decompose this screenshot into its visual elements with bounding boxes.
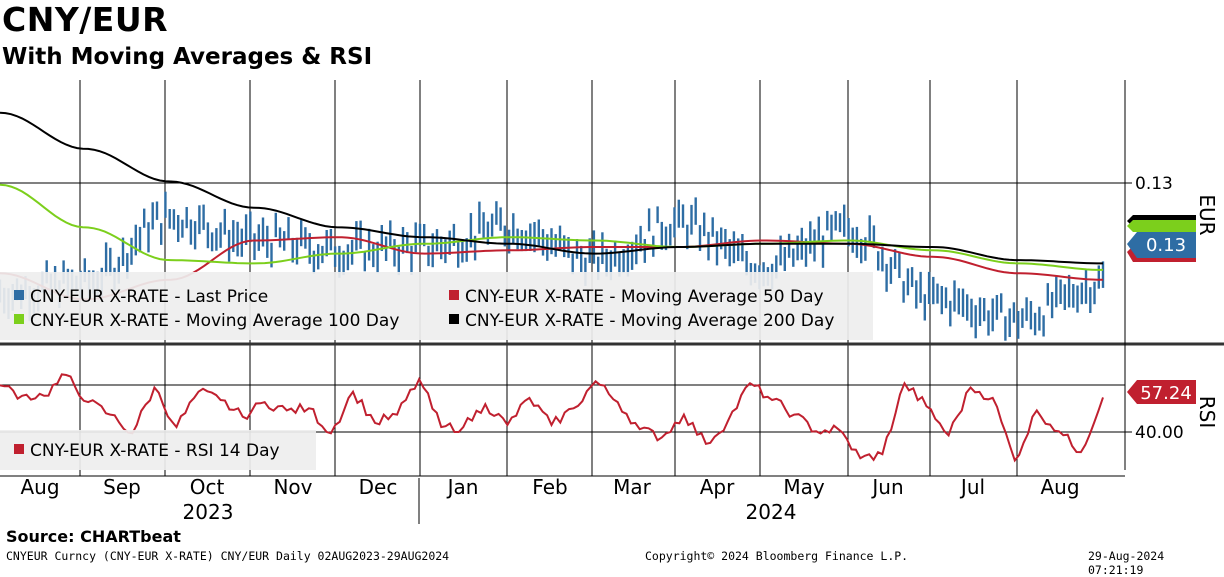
footer-timestamp: 29-Aug-2024 07:21:19	[1088, 549, 1165, 577]
rsi-legend-box	[0, 430, 316, 470]
legend-swatch-ma50	[449, 290, 459, 300]
footer-security: CNYEUR Curncy (CNY-EUR X-RATE) CNY/EUR D…	[6, 549, 450, 563]
chart-canvas: CNY-EUR X-RATE - Last Price CNY-EUR X-RA…	[0, 80, 1224, 524]
year-label-2023: 2023	[183, 500, 234, 524]
price-last-value-flag: 0.13	[1127, 215, 1196, 262]
legend-label-price: CNY-EUR X-RATE - Last Price	[30, 287, 268, 307]
legend-swatch-ma200	[449, 314, 459, 324]
legend-swatch-price	[14, 290, 24, 300]
x-tick-label: Jul	[959, 475, 985, 499]
x-tick-label: Feb	[532, 475, 567, 499]
rsi-last-value-flag: 57.24	[1127, 380, 1196, 404]
rsi-legend: CNY-EUR X-RATE - RSI 14 Day	[0, 430, 316, 470]
x-tick-label: Apr	[700, 475, 735, 499]
price-legend: CNY-EUR X-RATE - Last Price CNY-EUR X-RA…	[0, 272, 873, 340]
footer-copyright: Copyright© 2024 Bloomberg Finance L.P.	[645, 549, 909, 563]
x-tick-label: Mar	[613, 475, 652, 499]
legend-label-rsi: CNY-EUR X-RATE - RSI 14 Day	[30, 441, 280, 461]
legend-label-ma200: CNY-EUR X-RATE - Moving Average 200 Day	[465, 311, 834, 331]
x-tick-label: Jun	[870, 475, 903, 499]
x-tick-label: May	[783, 475, 825, 499]
legend-swatch-rsi	[14, 444, 24, 454]
x-tick-label: Aug	[1040, 475, 1079, 499]
rsi-series	[0, 373, 1104, 463]
x-tick-label: Sep	[103, 475, 141, 499]
source-note: Source: CHARTbeat	[6, 527, 181, 546]
legend-swatch-ma100	[14, 314, 24, 324]
price-last-value: 0.13	[1146, 235, 1186, 256]
x-tick-label: Oct	[190, 475, 225, 499]
x-tick-label: Jan	[446, 475, 479, 499]
rsi-tick-label: 40.00	[1135, 423, 1184, 443]
ma100-line	[0, 183, 1103, 271]
legend-label-ma100: CNY-EUR X-RATE - Moving Average 100 Day	[30, 311, 399, 331]
legend-label-ma50: CNY-EUR X-RATE - Moving Average 50 Day	[465, 287, 824, 307]
chart-subtitle: With Moving Averages & RSI	[2, 44, 373, 70]
year-label-2024: 2024	[746, 500, 797, 524]
rsi-axis-label: RSI	[1195, 396, 1219, 429]
ma200-line	[0, 111, 1103, 265]
chart-title: CNY/EUR	[2, 0, 169, 39]
price-legend-box	[0, 272, 873, 340]
rsi-last-value: 57.24	[1140, 383, 1192, 404]
price-tick-label: 0.13	[1135, 174, 1173, 194]
x-tick-label: Nov	[273, 475, 312, 499]
x-tick-label: Dec	[359, 475, 398, 499]
price-axis-label: EUR	[1195, 194, 1219, 235]
x-tick-label: Aug	[20, 475, 59, 499]
rsi-line	[0, 373, 1104, 463]
x-axis-labels: Aug Sep Oct Nov Dec Jan Feb Mar Apr May Jun Jul Aug	[20, 475, 1079, 499]
